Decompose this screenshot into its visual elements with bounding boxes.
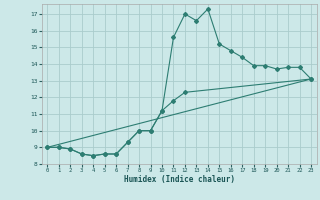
X-axis label: Humidex (Indice chaleur): Humidex (Indice chaleur)	[124, 175, 235, 184]
